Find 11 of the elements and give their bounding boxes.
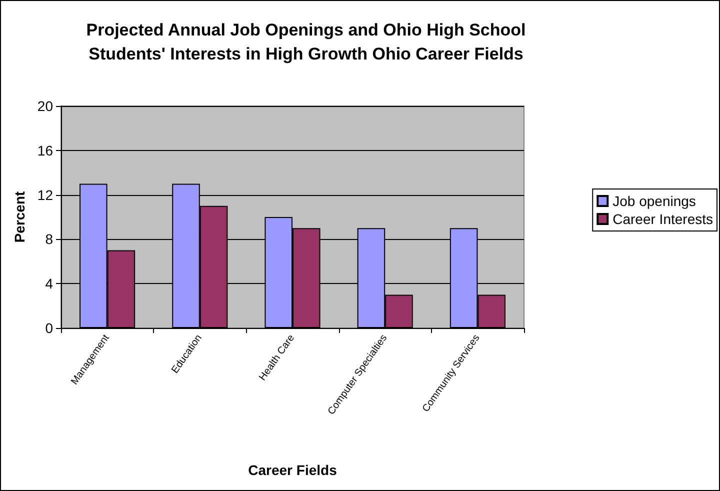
legend-label: Career Interests: [612, 211, 714, 227]
y-tick-label: 12: [37, 186, 54, 203]
y-tick-label: 16: [37, 142, 54, 158]
chart-title: Projected Annual Job Openings and Ohio High School Students' Interests in High Growth Ohio Career Fields: [86, 20, 526, 64]
y-axis-title: Percent: [12, 190, 28, 243]
x-axis-title: Career Fields: [248, 462, 338, 478]
y-tick-label: 4: [45, 276, 54, 292]
legend-label: Job openings: [612, 193, 696, 209]
y-tick-label: 20: [37, 98, 54, 114]
y-tick-label: 8: [45, 231, 54, 248]
y-tick-label: 0: [45, 320, 54, 336]
